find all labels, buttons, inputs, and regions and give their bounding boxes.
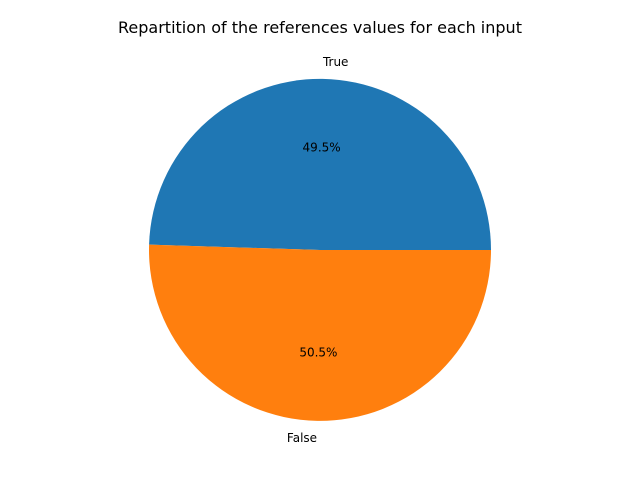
slice-label-false: False <box>287 431 317 445</box>
slice-label-true: True <box>322 55 349 69</box>
percent-label-true: 49.5% <box>303 140 341 154</box>
pie-labels: True 49.5% False 50.5% <box>287 55 349 445</box>
pie-slice-true <box>149 78 492 250</box>
pie-slices <box>149 78 492 421</box>
chart-title: Repartition of the references values for… <box>118 18 522 37</box>
pie-slice-false <box>149 244 492 421</box>
percent-label-false: 50.5% <box>299 346 337 360</box>
